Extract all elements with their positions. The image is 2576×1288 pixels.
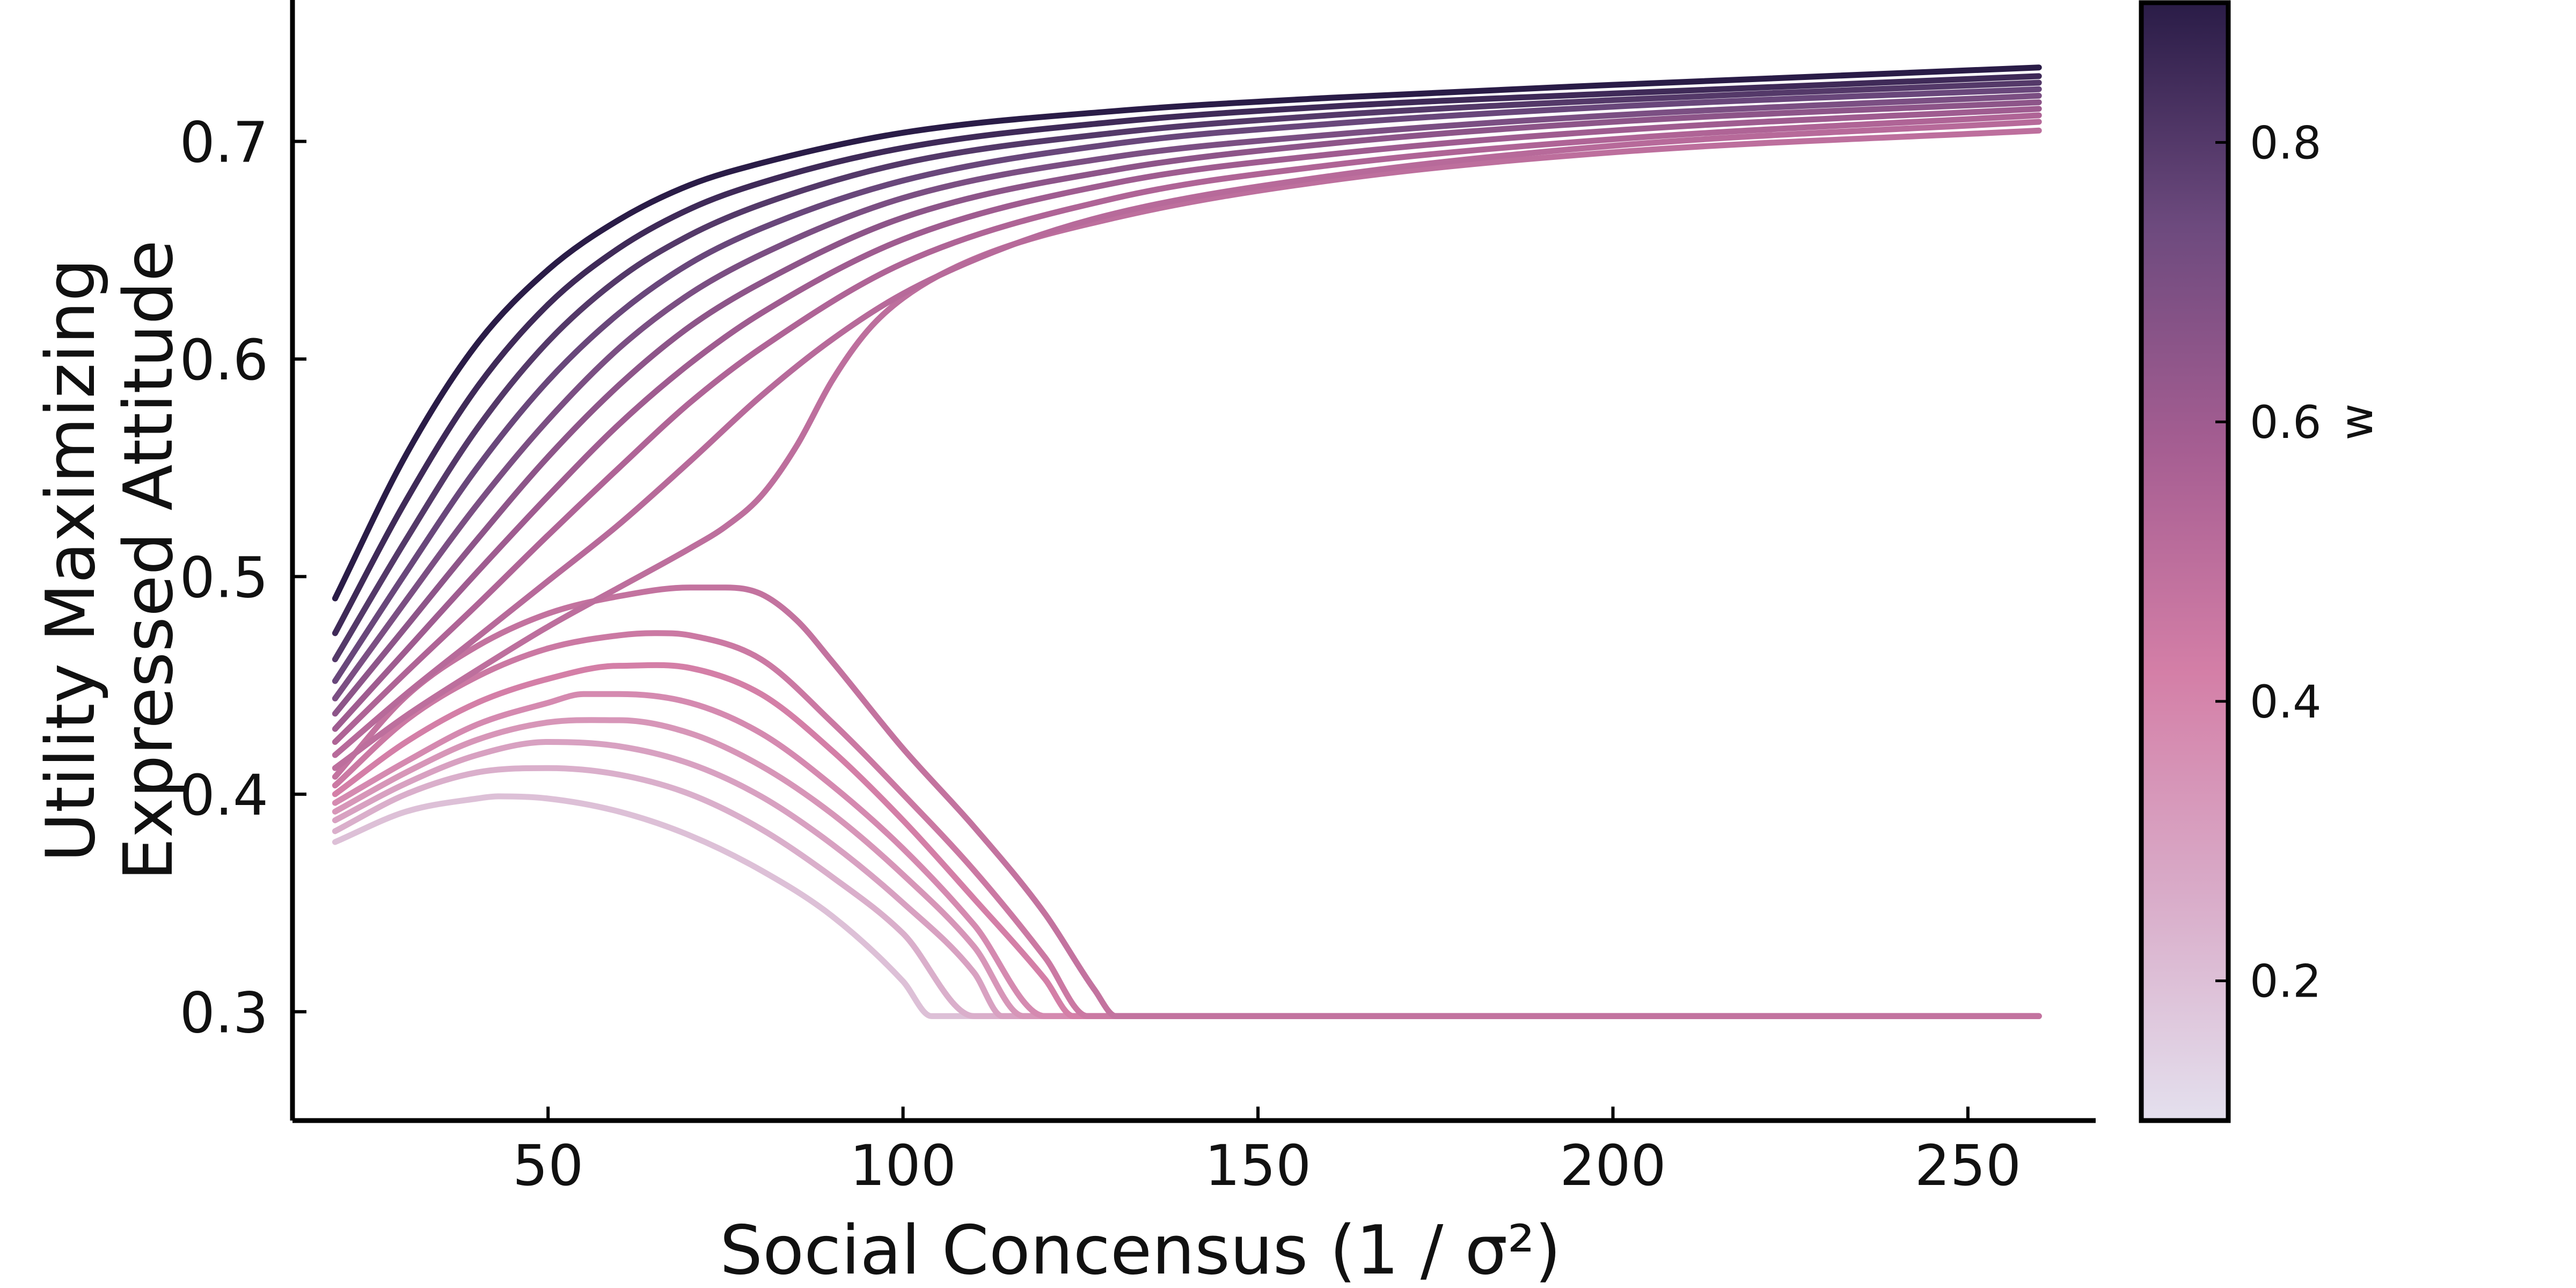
colorbar-tick-label: 0.8: [2250, 116, 2322, 169]
x-tick-label: 100: [850, 1133, 956, 1198]
series-line: [332, 630, 2042, 1019]
colorbar: 0.2 0.4 0.6 0.8 w: [2139, 0, 2383, 1123]
series-line: [332, 584, 2042, 1019]
series-line: [332, 717, 2042, 1019]
y-tick-label: 0.5: [180, 545, 268, 610]
series-line: [332, 739, 2042, 1019]
x-tick-label: 200: [1560, 1133, 1666, 1198]
colorbar-frame: [2139, 0, 2231, 1123]
y-tick-label: 0.4: [180, 763, 268, 828]
y-axis-title-line: Expressed Attitude: [109, 240, 188, 881]
y-axis-title-line: Utility Maximizing: [31, 259, 110, 862]
series-line: [332, 99, 2042, 717]
series-lines: [332, 64, 2042, 1019]
series-line: [332, 793, 2042, 1019]
colorbar-tick-label: 0.4: [2250, 676, 2322, 728]
y-tick-label: 0.6: [180, 327, 268, 393]
y-tick-label: 0.7: [180, 110, 268, 175]
x-tick-label: 250: [1915, 1133, 2022, 1198]
series-line: [332, 112, 2042, 745]
colorbar-gradient: [2141, 3, 2228, 1121]
y-axis-title: Utility MaximizingExpressed Attitude: [31, 240, 188, 881]
colorbar-tick-label: 0.6: [2250, 396, 2322, 449]
series-line: [332, 119, 2042, 758]
series-line: [332, 92, 2042, 701]
series-line: [332, 86, 2042, 684]
series-line: [332, 106, 2042, 732]
series-line: [332, 79, 2042, 662]
axes: 50 100 150 200 250 0.3 0.4 0.5 0.6 0.7 Social Conc…: [31, 0, 2096, 1288]
colorbar-title: w: [2330, 404, 2383, 441]
x-axis-title: Social Concensus (1 / σ²): [720, 1211, 1561, 1288]
x-tick-label: 50: [513, 1133, 583, 1198]
series-line: [332, 127, 2042, 771]
x-tick-label: 150: [1205, 1133, 1312, 1198]
series-line: [332, 64, 2042, 602]
y-tick-label: 0.3: [180, 980, 268, 1045]
series-line: [332, 73, 2042, 636]
colorbar-tick-label: 0.2: [2250, 955, 2322, 1008]
